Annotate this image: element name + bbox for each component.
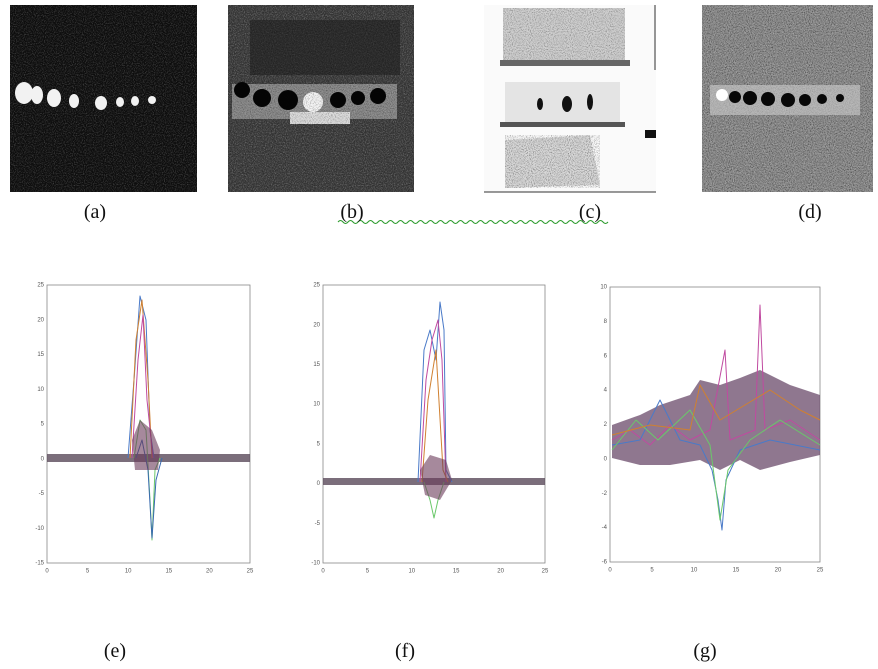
y-tick-label: -15: [35, 561, 44, 567]
x-tick-label: 5: [86, 569, 90, 575]
plot-e: [46, 284, 251, 564]
y-tick-label: 20: [37, 317, 44, 323]
y-tick-label: 25: [313, 283, 320, 289]
x-tick-label: 10: [408, 569, 415, 575]
x-tick-label: 5: [650, 568, 654, 574]
y-tick-label: -4: [602, 525, 608, 531]
y-tick-label: 0: [317, 481, 321, 487]
y-tick-label: 2: [604, 422, 608, 428]
y-tick-label: 25: [37, 283, 44, 289]
y-tick-label: 8: [604, 319, 608, 325]
x-tick-label: 15: [165, 569, 172, 575]
x-tick-label: 20: [775, 568, 782, 574]
y-tick-label: 10: [313, 402, 320, 408]
image-label: (b): [340, 201, 363, 223]
x-tick-label: 25: [542, 569, 549, 575]
plot-label: (f): [395, 640, 415, 662]
plot-label: (e): [104, 640, 126, 662]
y-tick-label: 0: [604, 456, 608, 462]
y-tick-label: 10: [37, 387, 44, 393]
x-tick-label: 10: [691, 568, 698, 574]
image-c: [484, 5, 656, 193]
image-a: [10, 5, 197, 192]
y-tick-label: -5: [39, 491, 45, 497]
y-tick-label: -2: [602, 491, 608, 497]
image-label: (d): [798, 201, 821, 223]
y-tick-label: 10: [600, 285, 607, 291]
image-d: [702, 5, 873, 192]
x-tick-label: 0: [321, 569, 325, 575]
x-tick-label: 5: [366, 569, 370, 575]
image-b: [228, 5, 414, 192]
image-label: (c): [579, 201, 601, 223]
x-tick-label: 25: [247, 569, 254, 575]
y-tick-label: 5: [41, 422, 45, 428]
spell-underline: [337, 220, 609, 224]
plot-g: [609, 286, 821, 563]
x-tick-label: 10: [125, 569, 132, 575]
y-tick-label: 0: [41, 456, 45, 462]
y-tick-label: 6: [604, 353, 608, 359]
image-label: (a): [84, 201, 106, 223]
x-tick-label: 0: [608, 568, 612, 574]
y-tick-label: -6: [602, 560, 608, 566]
y-tick-label: 15: [313, 362, 320, 368]
x-tick-label: 15: [733, 568, 740, 574]
y-tick-label: 4: [604, 388, 608, 394]
plot-f: [322, 284, 546, 564]
y-tick-label: -10: [311, 561, 320, 567]
plot-label: (g): [693, 640, 716, 662]
y-tick-label: 5: [317, 441, 321, 447]
x-tick-label: 20: [497, 569, 504, 575]
y-tick-label: 15: [37, 352, 44, 358]
y-tick-label: -10: [35, 526, 44, 532]
x-tick-label: 0: [45, 569, 49, 575]
y-tick-label: 20: [313, 322, 320, 328]
x-tick-label: 15: [453, 569, 460, 575]
y-tick-label: -5: [315, 521, 321, 527]
x-tick-label: 25: [817, 568, 824, 574]
x-tick-label: 20: [206, 569, 213, 575]
